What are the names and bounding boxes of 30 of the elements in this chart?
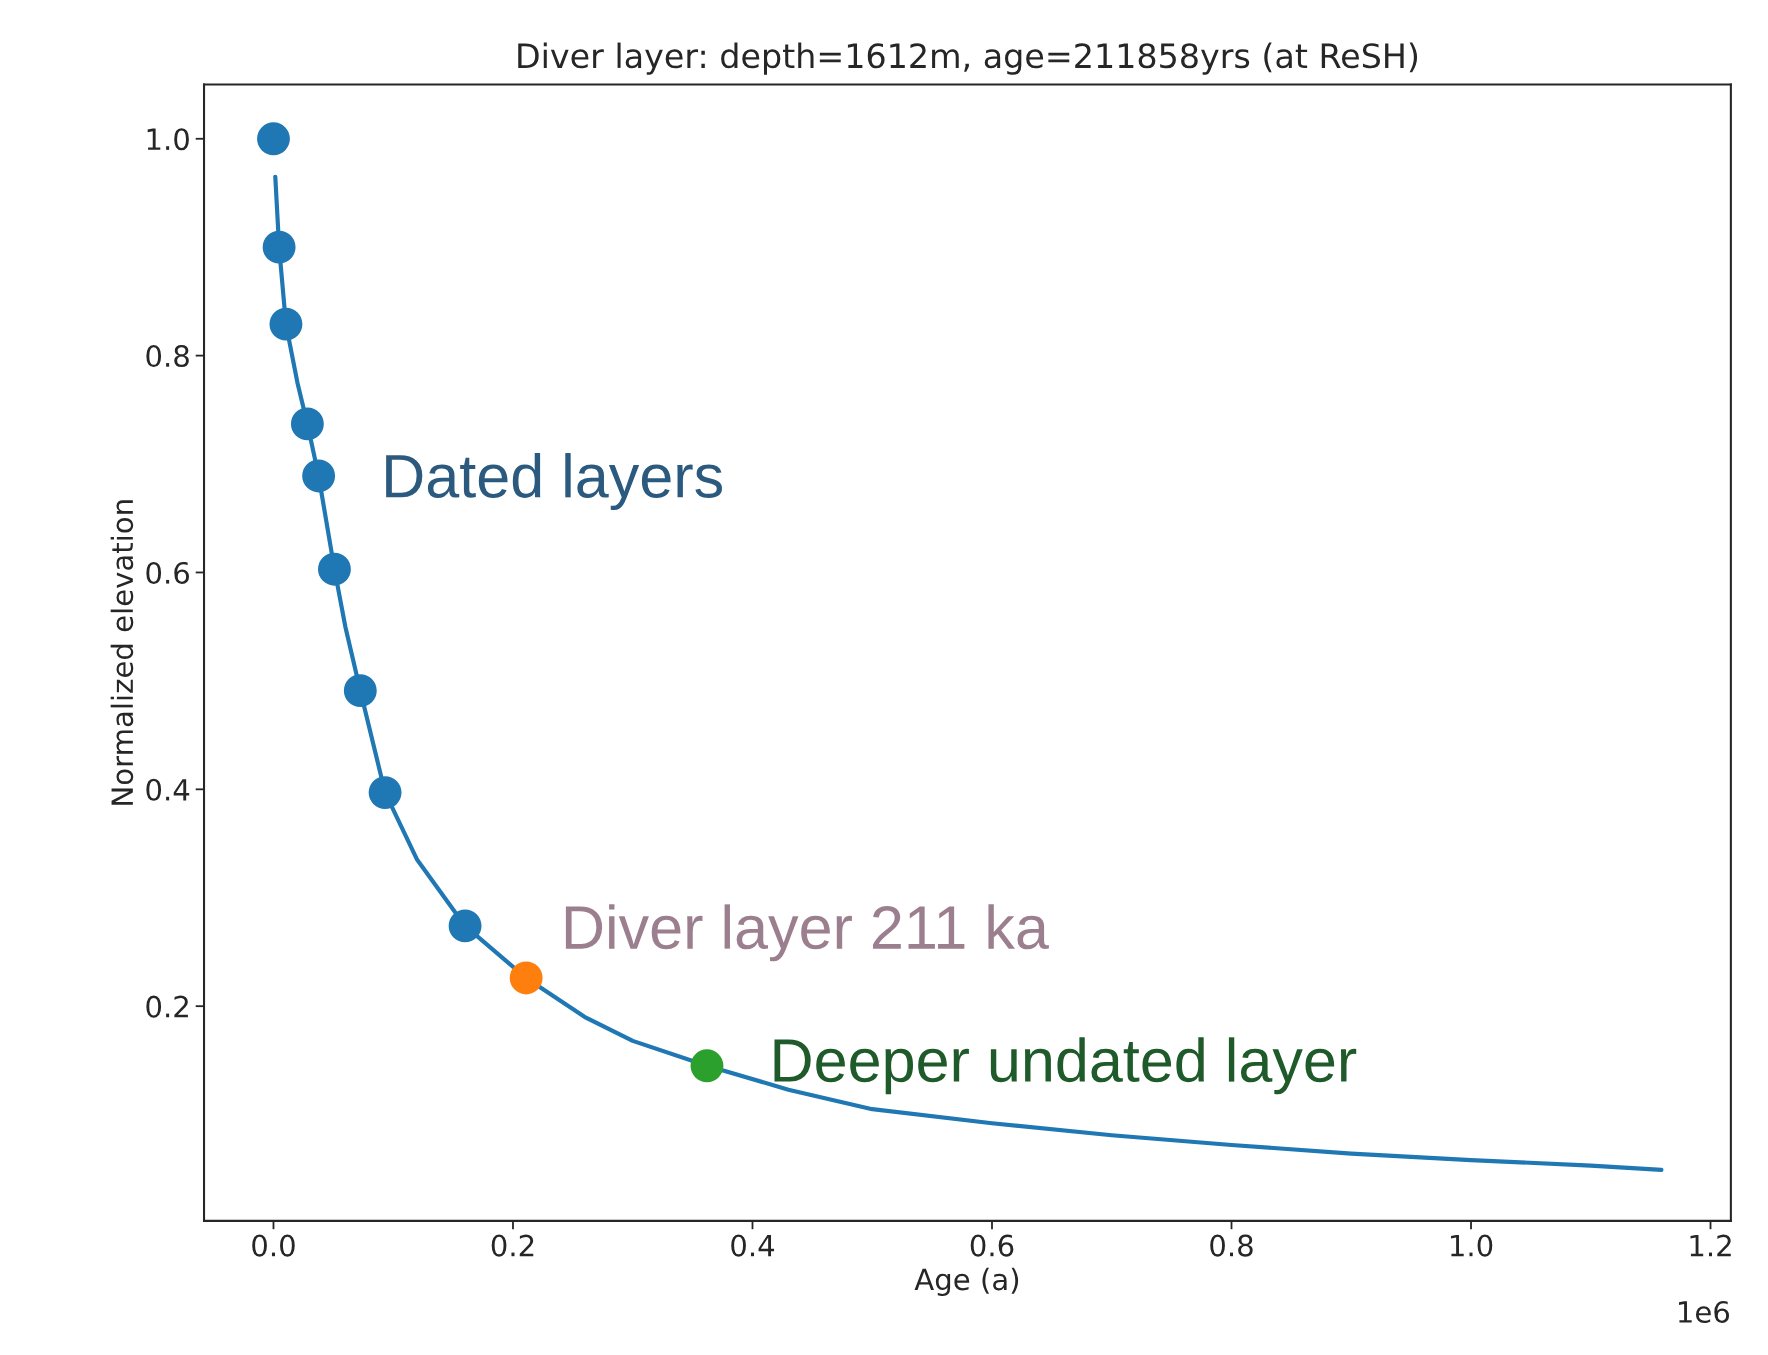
y-tick-label: 0.8 — [146, 345, 189, 368]
y-tick-label: 1.0 — [147, 128, 189, 151]
point — [448, 909, 482, 943]
point — [302, 459, 336, 493]
x-tick-label: 0.0 — [252, 1234, 295, 1257]
point — [690, 1049, 724, 1083]
point — [368, 776, 402, 810]
text: 1e6 — [1679, 1300, 1730, 1323]
x-tick-label: 1.0 — [1451, 1234, 1493, 1257]
x-tick-label: 0.2 — [491, 1234, 534, 1257]
x-tick-label: 0.4 — [731, 1234, 775, 1257]
series-label: Dated layers — [386, 453, 722, 511]
y-tick-label: 0.2 — [146, 995, 188, 1018]
point — [269, 307, 303, 341]
point — [257, 122, 290, 156]
y-tick-label: 0.6 — [146, 561, 189, 584]
series-label: Deeper undated layer — [774, 1037, 1357, 1095]
y-tick-label: 0.4 — [146, 778, 190, 801]
point — [262, 230, 296, 264]
point — [343, 674, 377, 708]
x-tick-label: 0.6 — [970, 1234, 1014, 1257]
series-label: Diver layer 211 ka — [565, 904, 1049, 962]
point — [290, 407, 324, 441]
x-tick-label: 1.2 — [1690, 1234, 1731, 1257]
x-axis-title: Age (a) — [914, 1267, 1019, 1297]
point — [318, 552, 351, 586]
point — [509, 961, 543, 995]
chart-title: Diver layer: depth=1612m, age=211858yrs (at ReSH) — [518, 42, 1418, 75]
x-tick-label: 0.8 — [1210, 1234, 1253, 1257]
y-axis-title: Normalized elevation — [110, 500, 134, 805]
